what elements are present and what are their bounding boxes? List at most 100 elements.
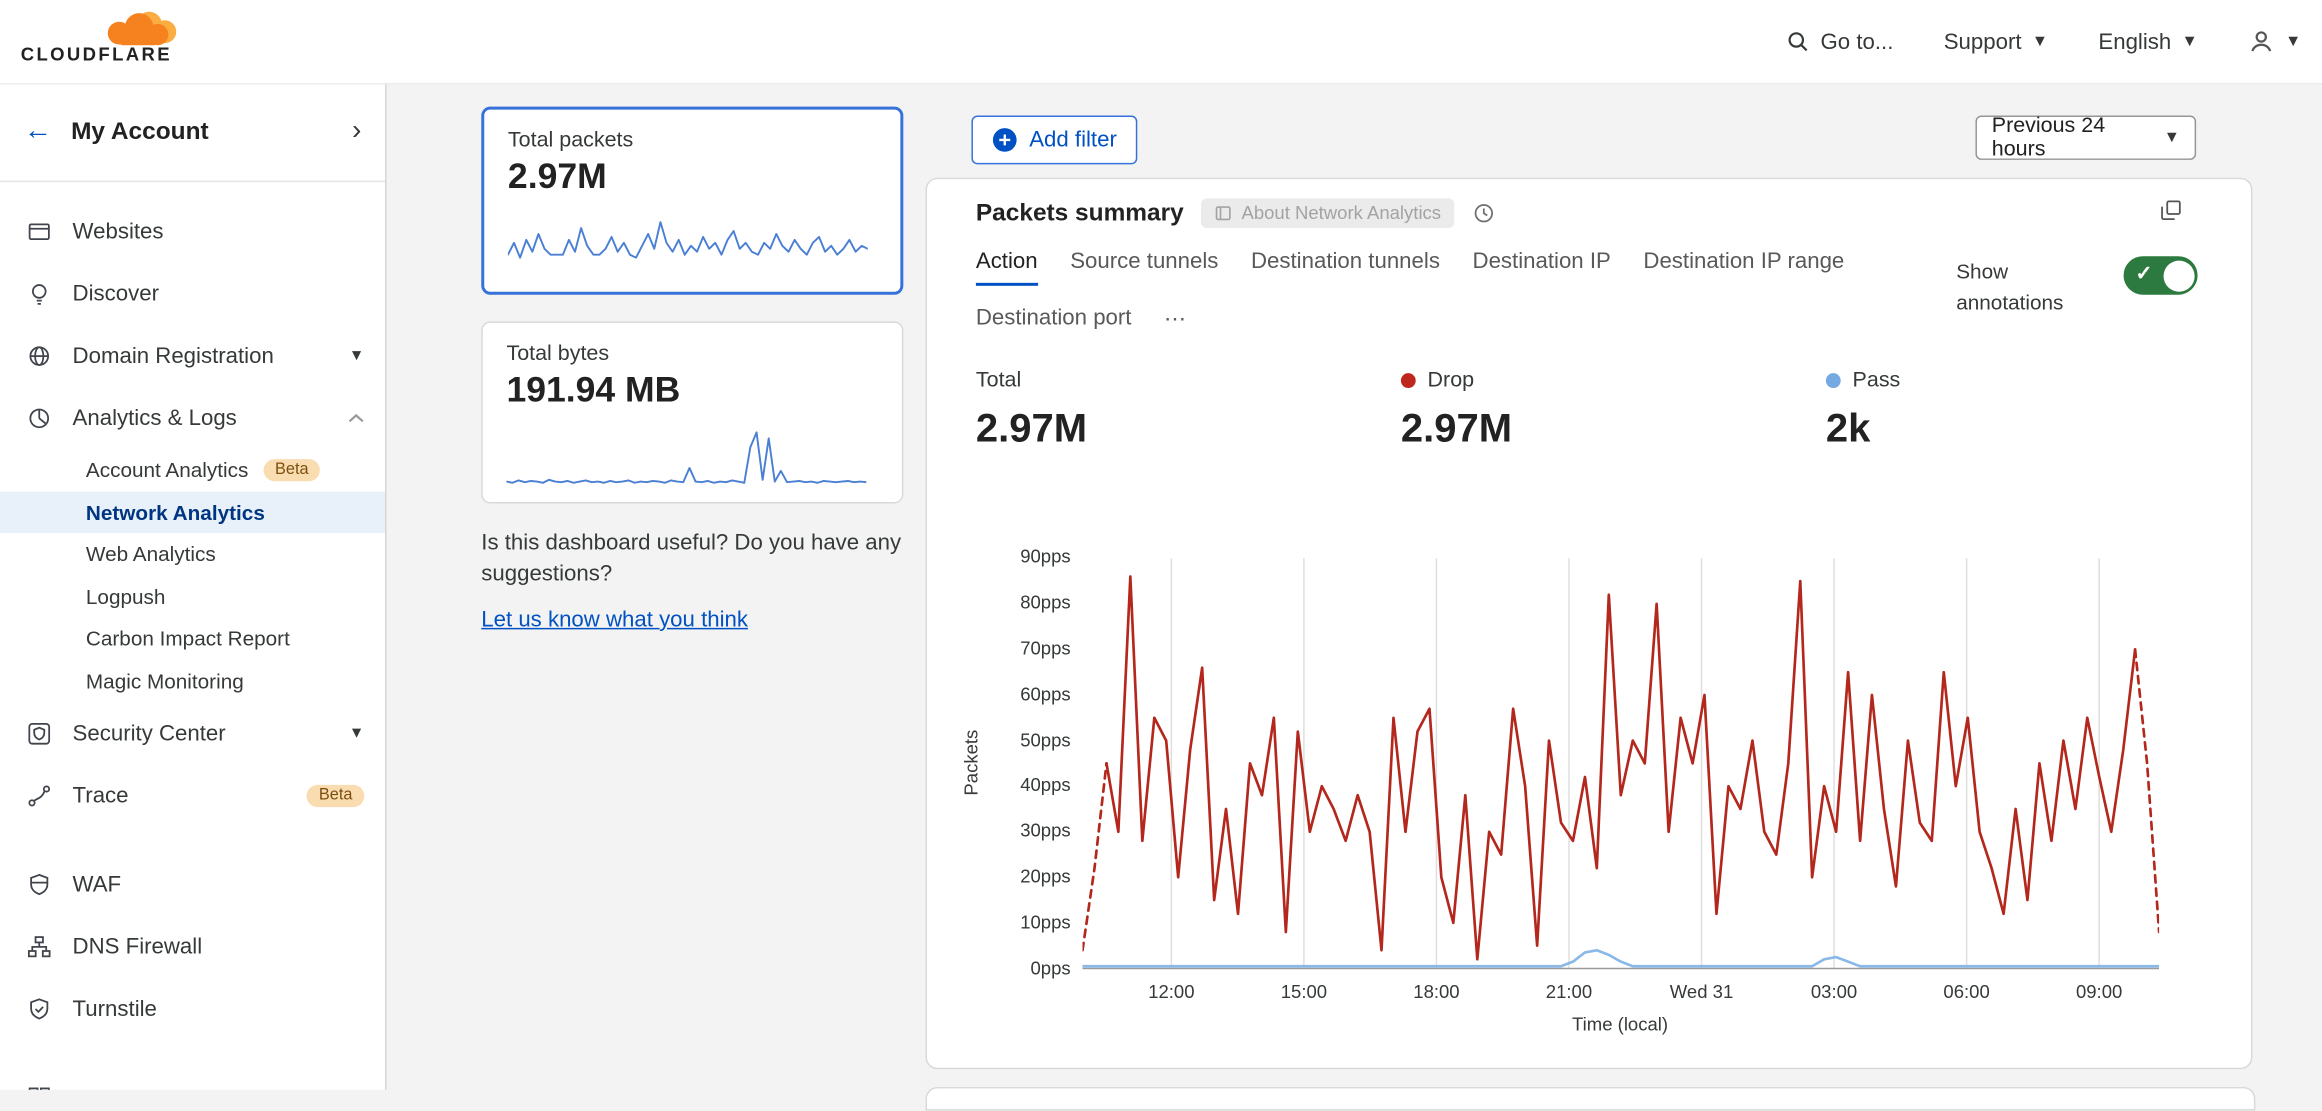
language-menu[interactable]: English ▼ bbox=[2098, 29, 2197, 54]
browser-icon bbox=[28, 222, 50, 240]
account-menu[interactable]: ▼ bbox=[2248, 28, 2301, 55]
x-tick: 09:00 bbox=[2075, 981, 2123, 1003]
total-bytes-card[interactable]: Total bytes 191.94 MB bbox=[481, 321, 904, 504]
panel-title: Packets summary bbox=[975, 199, 1184, 226]
analytics-clock-icon bbox=[29, 407, 50, 428]
sidebar-item-turnstile[interactable]: Turnstile bbox=[0, 977, 385, 1039]
sidebar-item-partial[interactable] bbox=[0, 1066, 385, 1090]
support-menu[interactable]: Support ▼ bbox=[1944, 29, 2048, 54]
chevron-down-icon: ▼ bbox=[2285, 32, 2302, 51]
grid-icon bbox=[28, 1086, 50, 1090]
dimension-tabs: Action Source tunnels Destination tunnel… bbox=[975, 248, 1924, 339]
language-label: English bbox=[2098, 28, 2172, 55]
expand-panel-icon[interactable] bbox=[2159, 198, 2183, 222]
stat-drop: Drop 2.97M bbox=[1400, 369, 1826, 452]
account-name: My Account bbox=[71, 117, 209, 145]
stat-total: Total 2.97M bbox=[976, 369, 1401, 452]
time-range-value: Previous 24 hours bbox=[1991, 114, 2106, 162]
pass-legend-dot bbox=[1825, 373, 1841, 388]
history-clock-icon[interactable] bbox=[1472, 201, 1496, 225]
next-panel-edge bbox=[925, 1086, 2256, 1111]
chevron-right-icon: › bbox=[351, 115, 362, 147]
x-tick: Wed 31 bbox=[1669, 981, 1734, 1003]
feedback-link[interactable]: Let us know what you think bbox=[481, 607, 748, 633]
show-annotations-label: Show annotations bbox=[1956, 259, 2064, 314]
packets-summary-panel: Packets summary About Network Analytics … bbox=[925, 177, 2253, 1070]
cloudflare-logo[interactable]: CLOUDFLARE bbox=[21, 9, 184, 65]
add-filter-button[interactable]: Add filter bbox=[971, 115, 1138, 165]
drop-legend-dot bbox=[1400, 373, 1416, 388]
stat-total-value: 2.97M bbox=[975, 405, 1088, 451]
sidebar-item-network-analytics[interactable]: Network Analytics bbox=[0, 490, 386, 534]
sidebar: ← My Account › Websites Discover Domain … bbox=[0, 82, 387, 1090]
x-tick: 06:00 bbox=[1943, 981, 1990, 1003]
about-network-analytics-badge[interactable]: About Network Analytics bbox=[1201, 198, 1455, 229]
total-bytes-sparkline bbox=[506, 431, 867, 484]
time-range-dropdown[interactable]: Previous 24 hours ▼ bbox=[1975, 114, 2197, 162]
chevron-down-icon: ▼ bbox=[2181, 32, 2198, 51]
tabs-overflow-button[interactable]: ⋯ bbox=[1164, 306, 1188, 332]
sidebar-item-websites[interactable]: Websites bbox=[0, 200, 385, 262]
cloudflare-cloud-icon bbox=[107, 11, 177, 46]
total-packets-label: Total packets bbox=[507, 128, 634, 153]
x-tick: 12:00 bbox=[1148, 981, 1195, 1003]
sidebar-item-account-analytics[interactable]: Account Analytics Beta bbox=[0, 449, 385, 491]
tab-destination-ip[interactable]: Destination IP bbox=[1472, 248, 1611, 274]
sidebar-item-analytics-logs[interactable]: Analytics & Logs bbox=[0, 387, 385, 449]
sidebar-item-waf[interactable]: WAF bbox=[0, 853, 385, 915]
tab-source-tunnels[interactable]: Source tunnels bbox=[1070, 248, 1219, 274]
account-selector[interactable]: ← My Account › bbox=[0, 83, 386, 183]
stat-drop-value: 2.97M bbox=[1400, 405, 1513, 451]
tab-destination-tunnels[interactable]: Destination tunnels bbox=[1251, 248, 1440, 274]
annotations-toggle[interactable]: ✓ bbox=[2123, 256, 2198, 295]
back-arrow-icon[interactable]: ← bbox=[23, 115, 52, 147]
tab-destination-ip-range[interactable]: Destination IP range bbox=[1643, 248, 1845, 274]
chevron-down-icon: ▼ bbox=[2163, 128, 2180, 147]
x-tick: 21:00 bbox=[1545, 981, 1593, 1003]
book-icon bbox=[1216, 206, 1232, 221]
chevron-up-icon bbox=[348, 413, 364, 422]
sidebar-item-logpush[interactable]: Logpush bbox=[85, 584, 166, 609]
total-packets-value: 2.97M bbox=[507, 156, 607, 197]
route-icon bbox=[28, 784, 51, 806]
sidebar-item-trace[interactable]: Trace Beta bbox=[0, 764, 385, 826]
total-bytes-label: Total bytes bbox=[506, 342, 610, 366]
shield-check-icon bbox=[30, 997, 49, 1019]
chevron-down-icon: ▼ bbox=[348, 724, 365, 742]
sidebar-item-security-center[interactable]: Security Center ▼ bbox=[0, 702, 385, 764]
check-icon: ✓ bbox=[2135, 260, 2153, 285]
chevron-down-icon: ▼ bbox=[348, 346, 365, 365]
header-actions: Go to... Support ▼ English ▼ ▼ bbox=[1786, 0, 2301, 83]
globe-icon bbox=[29, 345, 50, 366]
sidebar-item-magic-monitoring[interactable]: Magic Monitoring bbox=[85, 668, 244, 693]
plus-circle-icon bbox=[992, 128, 1017, 152]
search-icon bbox=[1789, 32, 1808, 52]
lightbulb-icon bbox=[31, 283, 47, 305]
x-tick: 18:00 bbox=[1413, 981, 1460, 1003]
total-packets-card[interactable]: Total packets 2.97M bbox=[481, 106, 904, 295]
y-axis-title: Packets bbox=[961, 729, 982, 796]
x-tick: 15:00 bbox=[1280, 981, 1328, 1003]
user-icon bbox=[2251, 31, 2272, 52]
goto-search[interactable]: Go to... bbox=[1786, 29, 1893, 54]
total-packets-sparkline bbox=[507, 221, 868, 259]
support-label: Support bbox=[1943, 28, 2022, 55]
sidebar-item-discover[interactable]: Discover bbox=[0, 262, 385, 324]
add-filter-label: Add filter bbox=[1029, 127, 1117, 153]
total-bytes-value: 191.94 MB bbox=[506, 370, 681, 411]
tab-action[interactable]: Action bbox=[975, 249, 1038, 286]
beta-badge: Beta bbox=[263, 458, 321, 481]
top-header: CLOUDFLARE Go to... Support ▼ English ▼ … bbox=[0, 0, 2322, 85]
sidebar-item-domain-registration[interactable]: Domain Registration ▼ bbox=[0, 324, 385, 386]
toggle-knob bbox=[2162, 259, 2194, 291]
goto-label: Go to... bbox=[1820, 28, 1894, 55]
sidebar-item-carbon-impact-report[interactable]: Carbon Impact Report bbox=[85, 626, 290, 651]
feedback-block: Is this dashboard useful? Do you have an… bbox=[481, 527, 910, 635]
stat-pass-value: 2k bbox=[1825, 405, 1871, 451]
sidebar-item-dns-firewall[interactable]: DNS Firewall bbox=[0, 915, 385, 977]
sitemap-icon bbox=[27, 935, 51, 957]
sidebar-item-web-analytics[interactable]: Web Analytics bbox=[85, 542, 216, 567]
y-axis-ticks: 90pps 80pps 70pps 60pps 50pps 40pps 30pp… bbox=[1020, 546, 1071, 979]
tab-destination-port[interactable]: Destination port bbox=[975, 305, 1132, 331]
